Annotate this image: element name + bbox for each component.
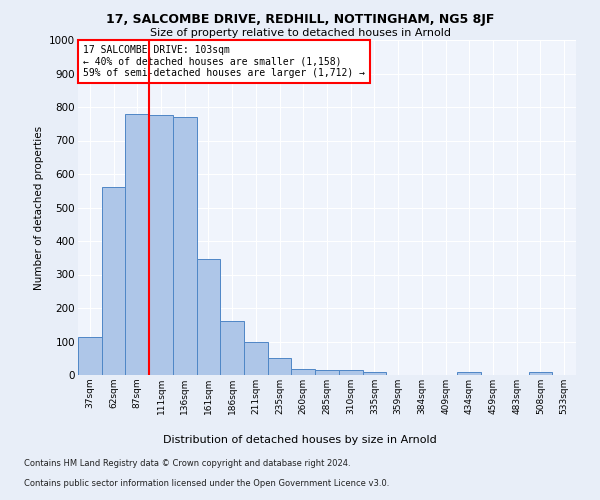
Bar [220, 320, 244, 375]
Bar [362, 372, 386, 375]
Bar [339, 370, 362, 375]
Text: 17, SALCOMBE DRIVE, REDHILL, NOTTINGHAM, NG5 8JF: 17, SALCOMBE DRIVE, REDHILL, NOTTINGHAM,… [106, 12, 494, 26]
Bar [102, 188, 125, 375]
Text: Contains public sector information licensed under the Open Government Licence v3: Contains public sector information licen… [24, 478, 389, 488]
Bar [244, 342, 268, 375]
Bar [197, 260, 220, 375]
Bar [268, 358, 292, 375]
Bar [78, 338, 102, 375]
Bar [529, 372, 552, 375]
Bar [315, 370, 339, 375]
Y-axis label: Number of detached properties: Number of detached properties [34, 126, 44, 290]
Bar [292, 369, 315, 375]
Text: Distribution of detached houses by size in Arnold: Distribution of detached houses by size … [163, 435, 437, 445]
Bar [457, 372, 481, 375]
Bar [173, 117, 197, 375]
Text: Size of property relative to detached houses in Arnold: Size of property relative to detached ho… [149, 28, 451, 38]
Bar [125, 114, 149, 375]
Text: Contains HM Land Registry data © Crown copyright and database right 2024.: Contains HM Land Registry data © Crown c… [24, 458, 350, 468]
Text: 17 SALCOMBE DRIVE: 103sqm
← 40% of detached houses are smaller (1,158)
59% of se: 17 SALCOMBE DRIVE: 103sqm ← 40% of detac… [83, 45, 365, 78]
Bar [149, 116, 173, 375]
